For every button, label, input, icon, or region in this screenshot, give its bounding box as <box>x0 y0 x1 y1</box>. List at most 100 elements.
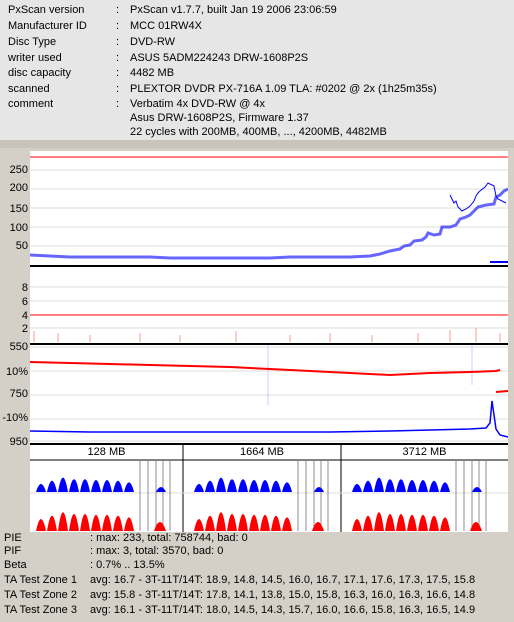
info-value: Verbatim 4x DVD-RW @ 4x <box>130 98 266 110</box>
ta-pit-hump <box>407 514 417 531</box>
beta-jitter-graph <box>30 345 508 445</box>
ta-land-hump <box>124 482 134 492</box>
ta-pit-hump <box>227 514 237 531</box>
ta-pit-hump <box>374 512 384 531</box>
stat-value: avg: 15.8 - 3T-11T/14T: 17.8, 14.1, 13.8… <box>90 589 476 601</box>
ta-land-hump <box>216 477 226 492</box>
ta-pit-hump <box>113 515 123 531</box>
ta-pit-small <box>470 522 482 531</box>
ta-land-hump <box>352 484 362 492</box>
pif-axis-tick: 6 <box>21 296 28 308</box>
ta-pit-hump <box>440 517 450 531</box>
pie-trace <box>30 187 508 260</box>
stat-value: : max: 233, total: 758744, bad: 0 <box>90 532 248 544</box>
beta-trace <box>30 361 501 377</box>
jitter-axis-tick: 950 <box>9 436 28 448</box>
beta-axis-tick: 10% <box>5 366 28 378</box>
pie-axis-tick: 150 <box>9 203 28 215</box>
ta-zone-3-label: 3712 MB <box>402 446 447 458</box>
ta-land-hump <box>418 480 428 492</box>
jitter-axis-tick: 550 <box>9 341 28 353</box>
stat-label: TA Test Zone 1 <box>4 574 77 586</box>
ta-pit-hump <box>260 514 270 531</box>
pie-trace-high <box>449 182 507 212</box>
ta-pit-hump <box>58 512 68 531</box>
pif-axis-tick: 4 <box>21 310 28 322</box>
ta-land-hump <box>440 482 450 492</box>
stat-label: PIE <box>4 532 22 544</box>
info-colon: : <box>116 83 120 95</box>
ta-pit-hump <box>102 514 112 531</box>
beta-tail <box>495 390 508 393</box>
comment-line-text: Asus DRW-1608P2S, Firmware 1.37 <box>130 112 309 124</box>
ta-land-hump <box>260 480 270 492</box>
ta-land-hump <box>385 479 395 492</box>
ta-pit-hump <box>429 515 439 531</box>
info-value: MCC 01RW4X <box>130 20 202 32</box>
ta-zone-2-label: 1664 MB <box>239 446 285 458</box>
section-separator <box>0 140 514 148</box>
stat-label: TA Test Zone 2 <box>4 589 77 601</box>
info-label: Disc Type <box>8 36 57 48</box>
ta-land-hump <box>80 479 90 492</box>
ta-pit-hump <box>124 517 134 531</box>
disc-info-panel: PxScan version : PxScan v1.7.7, built Ja… <box>0 0 514 140</box>
ta-zone-1-label: 128 MB <box>87 446 126 458</box>
info-label: comment <box>8 98 54 110</box>
panel-divider <box>30 343 508 345</box>
info-colon: : <box>116 20 120 32</box>
ta-pit-hump <box>216 512 226 531</box>
ta-land-small <box>156 487 166 492</box>
ta-pit-hump <box>80 514 90 531</box>
beta-jitter-svg <box>30 345 508 445</box>
stat-value: avg: 16.1 - 3T-11T/14T: 18.0, 14.5, 14.3… <box>90 604 476 616</box>
ta-land-hump <box>36 484 46 492</box>
ta-land-hump <box>102 480 112 492</box>
stat-label: TA Test Zone 3 <box>4 604 77 616</box>
pie-axis-tick: 200 <box>9 182 28 194</box>
info-colon: : <box>116 4 120 16</box>
pif-graph <box>30 267 508 345</box>
ta-zone-2-histogram <box>194 461 329 531</box>
ta-land-hump <box>271 480 281 492</box>
ta-land-hump <box>58 477 68 492</box>
info-value: PLEXTOR DVDR PX-716A 1.09 TLA: #0202 @ 2… <box>130 83 437 95</box>
comment-line-text: 22 cycles with 200MB, 400MB, ..., 4200MB… <box>130 126 387 138</box>
info-label: PxScan version <box>8 4 85 16</box>
info-colon: : <box>116 98 120 110</box>
ta-pit-hump <box>249 514 259 531</box>
stat-label: Beta <box>4 559 27 571</box>
pie-graph <box>30 151 508 267</box>
ta-land-hump <box>374 477 384 492</box>
ta-land-hump <box>282 482 292 492</box>
ta-pit-hump <box>352 519 362 531</box>
info-colon: : <box>116 36 120 48</box>
info-colon: : <box>116 67 120 79</box>
ta-pit-hump <box>271 515 281 531</box>
info-label: Manufacturer ID <box>8 20 87 32</box>
beta-axis-tick: -10% <box>2 412 28 424</box>
stat-label: PIF <box>4 545 22 557</box>
ta-pit-hump <box>194 519 204 531</box>
panel-divider <box>30 265 508 267</box>
ta-pit-hump <box>385 514 395 531</box>
ta-land-hump <box>69 479 79 492</box>
pif-spikes <box>33 328 501 342</box>
ta-land-hump <box>396 479 406 492</box>
ta-pit-small <box>154 522 166 531</box>
ta-land-hump <box>194 484 204 492</box>
pif-axis-tick: 8 <box>21 282 28 294</box>
ta-pit-hump <box>36 519 46 531</box>
panel-divider <box>30 443 508 445</box>
pie-graph-svg <box>30 156 508 267</box>
ta-pit-hump <box>238 514 248 531</box>
info-value: DVD-RW <box>130 36 176 48</box>
ta-land-hump <box>113 480 123 492</box>
info-value: ASUS 5ADM224243 DRW-1608P2S <box>130 52 309 64</box>
ta-land-hump <box>227 479 237 492</box>
ta-pit-hump <box>282 517 292 531</box>
ta-land-small <box>472 487 482 492</box>
ta-land-hump <box>249 480 259 492</box>
ta-zone-3-histogram <box>352 461 487 531</box>
ta-land-hump <box>363 480 373 492</box>
